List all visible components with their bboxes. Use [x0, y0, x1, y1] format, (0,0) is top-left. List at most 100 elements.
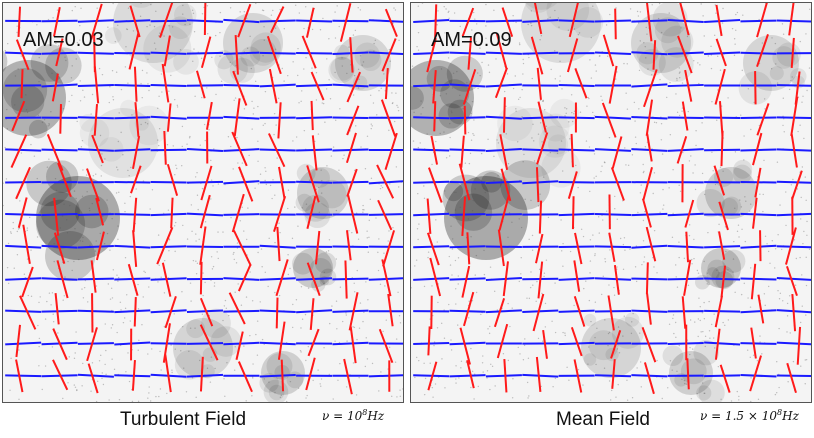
red-vector: [574, 67, 588, 99]
dust-speck: [206, 5, 209, 7]
red-vector: [17, 197, 28, 229]
dust-speck: [10, 232, 12, 234]
dust-speck: [608, 380, 611, 382]
blue-vector: [223, 51, 260, 55]
dust-speck: [707, 55, 710, 57]
dust-speck: [68, 356, 70, 358]
dust-speck: [44, 365, 47, 367]
dust-speck: [160, 73, 163, 75]
dust-speck: [644, 45, 646, 48]
dust-speck: [800, 196, 802, 199]
dust-speck: [233, 251, 235, 254]
dust-speck: [10, 357, 12, 360]
dust-speck: [625, 92, 627, 94]
red-vector: [537, 261, 544, 299]
dust-speck: [336, 328, 338, 330]
red-vector: [343, 358, 353, 395]
dust-speck: [722, 321, 724, 324]
dust-speck: [216, 251, 218, 253]
red-vector: [348, 292, 359, 331]
red-vector: [532, 293, 545, 332]
dust-speck: [777, 234, 779, 236]
dust-speck: [796, 188, 799, 190]
dust-speck: [417, 238, 419, 241]
dust-speck: [588, 299, 591, 302]
red-vector: [95, 197, 105, 226]
red-vector: [502, 261, 509, 297]
dust-speck: [445, 8, 447, 10]
dust-speck: [573, 28, 576, 30]
dust-speck: [679, 190, 682, 192]
dust-speck: [474, 18, 476, 20]
dust-speck: [617, 383, 619, 386]
blue-vector: [631, 83, 668, 88]
dust-speck: [590, 77, 593, 79]
dust-blob: [297, 167, 349, 219]
red-vector: [309, 298, 315, 330]
blue-vector: [558, 19, 595, 23]
dust-speck: [223, 305, 226, 307]
dust-speck: [287, 273, 290, 276]
dust-speck: [328, 79, 330, 81]
dust-speck: [590, 36, 592, 39]
dust-speck: [245, 296, 248, 298]
blue-vector: [631, 212, 668, 217]
dust-speck: [690, 155, 692, 157]
dust-speck: [192, 259, 195, 262]
red-vector: [56, 260, 69, 299]
dust-speck: [6, 128, 9, 130]
dust-speck: [263, 39, 265, 41]
dust-speck: [599, 55, 601, 57]
dust-speck: [522, 161, 524, 163]
dust-speck: [691, 263, 693, 265]
dust-speck: [477, 87, 479, 90]
dust-speck: [323, 271, 326, 274]
dust-speck: [334, 11, 336, 13]
dust-speck: [540, 385, 543, 388]
dust-speck: [640, 386, 642, 388]
dust-speck: [491, 365, 494, 368]
dust-speck: [518, 218, 520, 220]
dust-speck: [180, 350, 182, 352]
dust-speck: [30, 143, 32, 146]
dust-speck: [146, 25, 148, 28]
dust-speck: [339, 286, 342, 288]
dust-speck: [734, 291, 736, 294]
dust-speck: [329, 322, 331, 325]
dust-speck: [4, 49, 6, 52]
dust-speck: [527, 23, 529, 26]
dust-speck: [212, 265, 215, 268]
blue-vector: [150, 245, 187, 249]
dust-speck: [509, 325, 511, 328]
dust-blob: [661, 25, 694, 58]
dust-speck: [194, 327, 196, 329]
dust-blob: [583, 313, 597, 327]
dust-speck: [54, 177, 57, 180]
dust-speck: [182, 13, 184, 15]
blue-vector: [667, 245, 704, 249]
dust-speck: [782, 33, 785, 35]
dust-speck: [380, 185, 382, 187]
dust-speck: [554, 377, 557, 380]
dust-speck: [324, 121, 326, 123]
dust-speck: [345, 312, 347, 314]
dust-speck: [750, 203, 752, 205]
dust-speck: [507, 302, 509, 305]
dust-speck: [578, 32, 581, 34]
dust-speck: [116, 331, 118, 334]
dust-speck: [147, 397, 149, 399]
dust-speck: [423, 393, 426, 396]
dust-speck: [623, 315, 625, 317]
dust-speck: [451, 87, 454, 89]
dust-speck: [496, 309, 499, 311]
dust-speck: [675, 93, 677, 95]
dust-speck: [67, 260, 69, 263]
dust-speck: [348, 46, 350, 48]
dust-speck: [237, 162, 239, 164]
dust-speck: [98, 360, 101, 362]
dust-speck: [384, 285, 386, 287]
dust-speck: [211, 268, 214, 270]
blue-vector: [776, 277, 811, 281]
blue-vector: [558, 212, 595, 217]
dust-speck: [382, 330, 384, 333]
